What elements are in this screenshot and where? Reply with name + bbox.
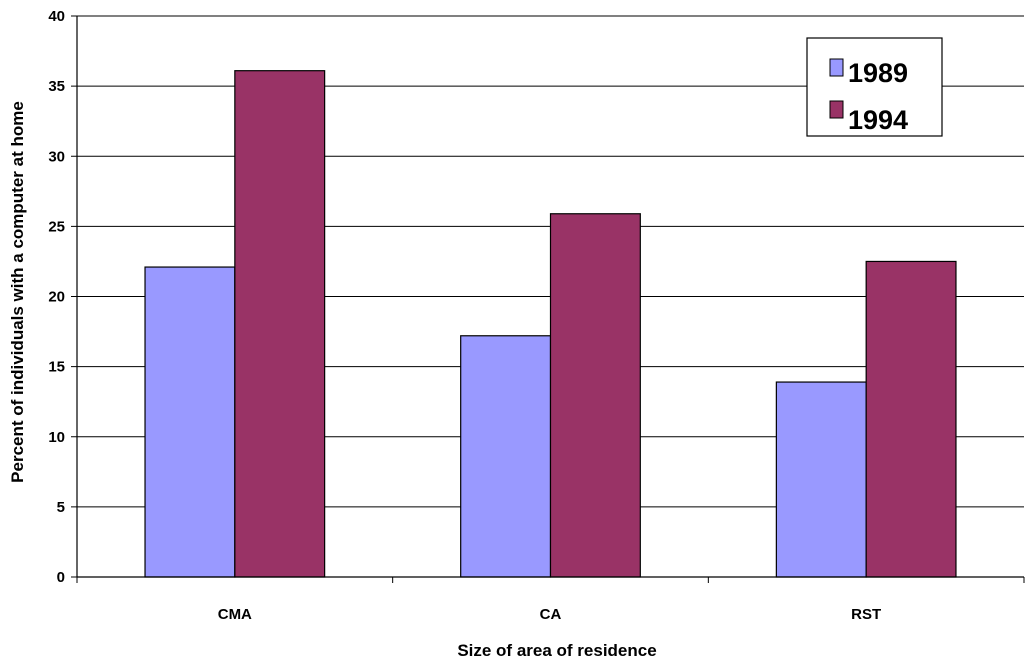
y-tick-label: 15: [48, 359, 65, 376]
legend-swatch-1994: [829, 100, 844, 119]
bar-cma-1989: [144, 266, 236, 578]
bar-ca-1994: [549, 213, 641, 578]
ticks-layer: 0 5 10 15 20 25 30 35 40 CMA CA RST: [48, 8, 1025, 623]
y-axis-title: Percent of individuals with a computer a…: [8, 101, 27, 483]
bar-rst-1994: [865, 260, 957, 578]
y-tick-label: 5: [57, 499, 65, 516]
legend-swatch-1989: [829, 58, 844, 77]
legend-label-1994: 1994: [848, 105, 908, 135]
y-tick-label: 30: [48, 148, 65, 165]
x-tick-label: CMA: [218, 606, 252, 623]
legend-label-1989: 1989: [848, 58, 908, 88]
y-tick-label: 10: [48, 429, 65, 446]
x-tick-label: RST: [851, 606, 881, 623]
legend-box: [806, 37, 943, 137]
bar-rst-1989: [775, 381, 867, 578]
y-tick-label: 35: [48, 78, 65, 95]
bar-cma-1994: [234, 70, 326, 578]
y-tick-label: 25: [48, 218, 65, 235]
x-axis-title: Size of area of residence: [457, 641, 656, 660]
y-tick-label: 0: [57, 569, 65, 586]
bars-layer: [144, 70, 957, 578]
y-tick-label: 40: [48, 8, 65, 25]
bar-ca-1989: [460, 335, 552, 578]
legend: 1989 1994: [806, 37, 943, 137]
x-tick-label: CA: [540, 606, 562, 623]
y-tick-label: 20: [48, 289, 65, 306]
